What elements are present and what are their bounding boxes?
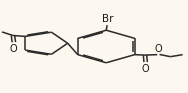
Text: Br: Br — [102, 14, 114, 24]
Text: O: O — [142, 64, 149, 74]
Text: O: O — [154, 44, 162, 54]
Text: O: O — [9, 44, 17, 54]
